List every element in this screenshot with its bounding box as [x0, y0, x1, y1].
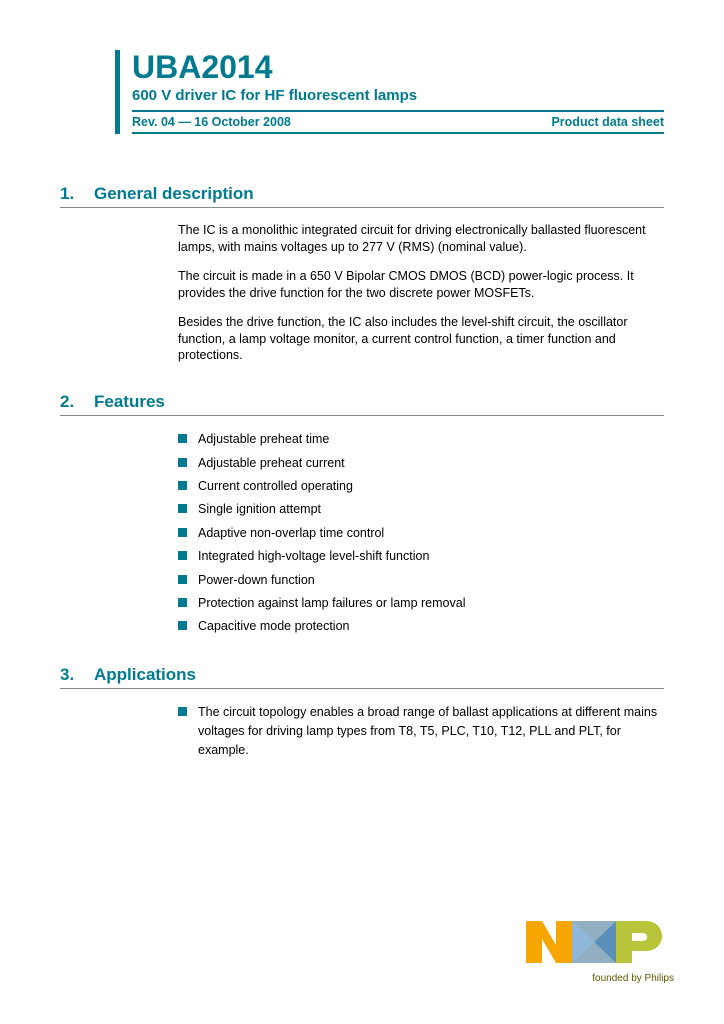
paragraph: Besides the drive function, the IC also …	[178, 314, 664, 365]
section-applications: 3. Applications The circuit topology ena…	[60, 665, 664, 761]
section-title: General description	[94, 184, 254, 204]
section-heading: 2. Features	[60, 392, 664, 416]
list-item: Power-down function	[178, 571, 664, 590]
list-item: The circuit topology enables a broad ran…	[178, 703, 664, 761]
section-title: Applications	[94, 665, 196, 685]
section-number: 2.	[60, 392, 94, 412]
section-number: 3.	[60, 665, 94, 685]
list-item: Integrated high-voltage level-shift func…	[178, 547, 664, 566]
nxp-logo-icon	[524, 911, 674, 971]
revision-text: Rev. 04 — 16 October 2008	[132, 115, 291, 129]
section-heading: 1. General description	[60, 184, 664, 208]
revision-row: Rev. 04 — 16 October 2008 Product data s…	[132, 110, 664, 134]
section-features: 2. Features Adjustable preheat timeAdjus…	[60, 392, 664, 636]
list-item: Protection against lamp failures or lamp…	[178, 594, 664, 613]
features-list: Adjustable preheat time Adjustable prehea…	[178, 430, 664, 636]
paragraph: The IC is a monolithic integrated circui…	[178, 222, 664, 256]
list-item: Adjustable preheat current	[178, 454, 664, 473]
applications-list: The circuit topology enables a broad ran…	[178, 703, 664, 761]
list-item: Capacitive mode protection	[178, 617, 664, 636]
section-body: The IC is a monolithic integrated circui…	[178, 222, 664, 364]
section-general-description: 1. General description The IC is a monol…	[60, 184, 664, 364]
product-subtitle: 600 V driver IC for HF fluorescent lamps	[132, 87, 664, 104]
list-item: Single ignition attempt	[178, 500, 664, 519]
section-number: 1.	[60, 184, 94, 204]
section-heading: 3. Applications	[60, 665, 664, 689]
section-title: Features	[94, 392, 165, 412]
list-item: Adjustable preheat time	[178, 430, 664, 449]
product-title: UBA2014	[132, 50, 664, 85]
list-item: Current controlled operating	[178, 477, 664, 496]
paragraph: The circuit is made in a 650 V Bipolar C…	[178, 268, 664, 302]
doctype-text: Product data sheet	[551, 115, 664, 129]
document-header: UBA2014 600 V driver IC for HF fluoresce…	[115, 50, 664, 134]
company-logo: founded by Philips	[524, 911, 674, 984]
list-item: Adaptive non-overlap time control	[178, 524, 664, 543]
logo-tagline: founded by Philips	[524, 973, 674, 984]
